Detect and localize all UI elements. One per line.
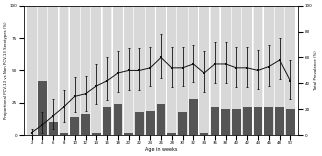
Bar [254, 6, 262, 135]
Bar [60, 6, 68, 135]
Bar [275, 107, 284, 135]
Bar [59, 6, 69, 135]
Y-axis label: Proportional PCV-13 vs Non PCV-13 Serotypes (%): Proportional PCV-13 vs Non PCV-13 Seroty… [4, 22, 8, 119]
Bar [124, 133, 133, 135]
Bar [27, 6, 36, 135]
Y-axis label: Total Prevalence (%): Total Prevalence (%) [314, 51, 318, 90]
Bar [124, 6, 134, 135]
Bar [264, 6, 273, 135]
Bar [178, 112, 187, 135]
Bar [285, 6, 296, 135]
Bar [80, 6, 91, 135]
Bar [286, 109, 295, 135]
Bar [103, 6, 111, 135]
Bar [221, 6, 230, 135]
Bar [49, 122, 58, 135]
Bar [254, 107, 262, 135]
Bar [135, 6, 144, 135]
Bar [275, 6, 284, 135]
Bar [167, 6, 177, 135]
Bar [231, 6, 242, 135]
Bar [156, 6, 166, 135]
Bar [114, 6, 122, 135]
Bar [264, 107, 273, 135]
Bar [199, 6, 209, 135]
Bar [26, 6, 37, 135]
Bar [232, 109, 241, 135]
Bar [92, 6, 101, 135]
Bar [134, 6, 145, 135]
Bar [70, 6, 80, 135]
Bar [81, 6, 90, 135]
Bar [157, 104, 165, 135]
Bar [71, 6, 79, 135]
Bar [38, 6, 47, 135]
Bar [211, 6, 219, 135]
Bar [145, 6, 155, 135]
Bar [189, 6, 198, 135]
Bar [221, 6, 231, 135]
Bar [243, 6, 251, 135]
Bar [146, 111, 155, 135]
Bar [60, 133, 68, 135]
Bar [103, 107, 111, 135]
Bar [178, 6, 187, 135]
Bar [102, 6, 112, 135]
Bar [200, 133, 208, 135]
Bar [221, 109, 230, 135]
Bar [211, 107, 219, 135]
Bar [274, 6, 285, 135]
Bar [135, 112, 144, 135]
Bar [167, 6, 176, 135]
X-axis label: Age in weeks: Age in weeks [145, 147, 177, 152]
Bar [242, 6, 252, 135]
Bar [200, 6, 208, 135]
Bar [91, 6, 101, 135]
Bar [113, 6, 123, 135]
Bar [188, 6, 198, 135]
Bar [253, 6, 263, 135]
Bar [189, 99, 198, 135]
Bar [37, 6, 48, 135]
Bar [71, 117, 79, 135]
Bar [243, 107, 251, 135]
Bar [167, 133, 176, 135]
Bar [114, 104, 122, 135]
Bar [286, 6, 295, 135]
Bar [124, 6, 133, 135]
Bar [49, 6, 58, 135]
Bar [48, 6, 58, 135]
Bar [177, 6, 188, 135]
Bar [38, 81, 47, 135]
Bar [92, 133, 101, 135]
Bar [264, 6, 274, 135]
Bar [232, 6, 241, 135]
Bar [81, 115, 90, 135]
Bar [146, 6, 155, 135]
Bar [210, 6, 220, 135]
Bar [157, 6, 165, 135]
